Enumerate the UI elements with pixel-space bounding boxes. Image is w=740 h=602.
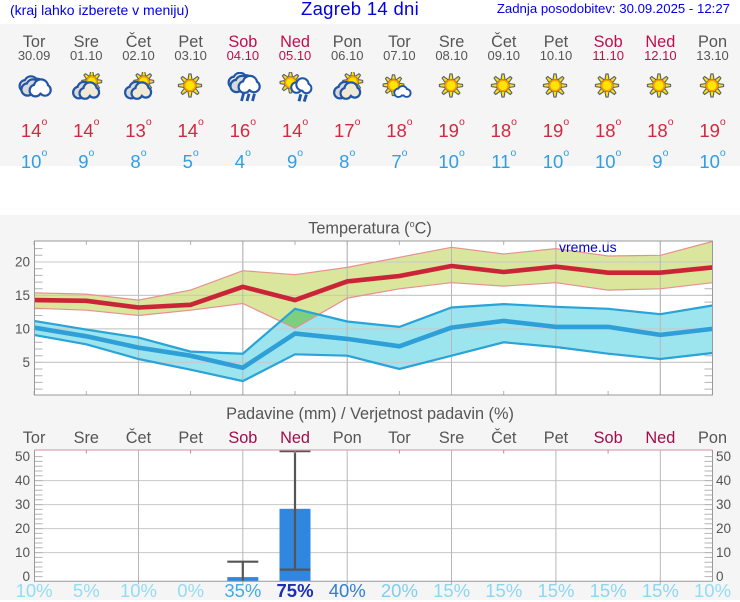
svg-text:20: 20 [15, 521, 30, 536]
svg-text:10: 10 [716, 545, 731, 560]
svg-text:50: 50 [716, 449, 731, 464]
svg-text:50: 50 [15, 449, 30, 464]
svg-text:10: 10 [15, 545, 30, 560]
svg-text:15: 15 [15, 288, 30, 303]
svg-text:20: 20 [15, 255, 30, 270]
svg-text:5: 5 [22, 355, 30, 370]
svg-text:10: 10 [15, 321, 30, 336]
svg-text:0: 0 [22, 569, 30, 584]
svg-text:40: 40 [15, 473, 30, 488]
svg-text:0: 0 [716, 569, 724, 584]
svg-text:30: 30 [716, 497, 731, 512]
svg-text:20: 20 [716, 521, 731, 536]
svg-text:30: 30 [15, 497, 30, 512]
svg-text:40: 40 [716, 473, 731, 488]
